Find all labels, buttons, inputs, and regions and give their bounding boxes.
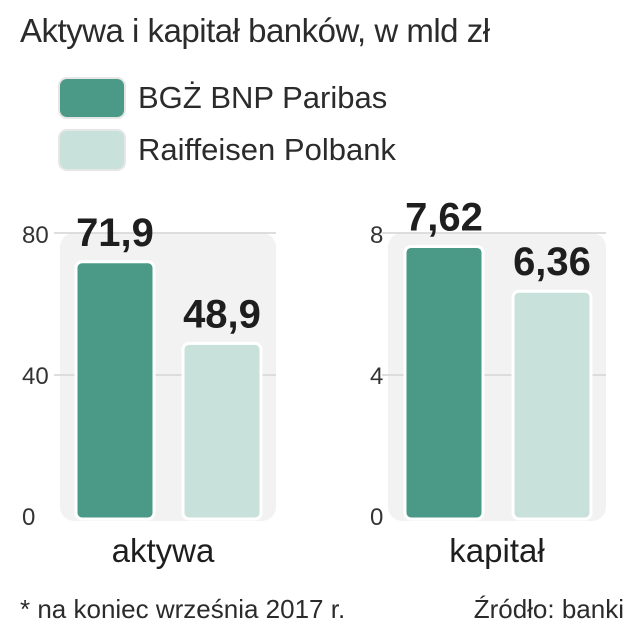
data-label: 71,9 xyxy=(76,211,154,255)
y-tick-label: 0 xyxy=(370,504,383,531)
x-axis-label: aktywa xyxy=(112,532,215,569)
legend-item-bgz-bnp-paribas: BGŻ BNP Paribas xyxy=(60,76,387,120)
y-tick-label: 80 xyxy=(22,222,49,249)
bar-kapitał-0 xyxy=(403,244,485,521)
legend-swatch-raiffeisen-polbank xyxy=(60,131,124,169)
data-label: 7,62 xyxy=(405,195,483,239)
y-tick-label: 8 xyxy=(370,222,383,249)
source-note: Źródło: banki xyxy=(473,594,624,624)
footnote: * na koniec września 2017 r. xyxy=(20,594,346,624)
legend-label-bgz-bnp-paribas: BGŻ BNP Paribas xyxy=(138,80,388,115)
data-label: 48,9 xyxy=(183,292,261,336)
y-tick-label: 0 xyxy=(22,504,35,531)
y-tick-label: 40 xyxy=(22,363,49,390)
bar-kapitał-1 xyxy=(511,289,593,521)
y-tick-label: 4 xyxy=(370,363,383,390)
legend-label-raiffeisen-polbank: Raiffeisen Polbank xyxy=(138,132,396,167)
data-label: 6,36 xyxy=(513,240,591,284)
bar-aktywa-0 xyxy=(74,260,156,521)
chart-title: Aktywa i kapitał banków, w mld zł xyxy=(20,12,490,49)
bar-aktywa-1 xyxy=(181,341,263,521)
x-axis-label: kapitał xyxy=(449,532,545,569)
legend-item-raiffeisen-polbank: Raiffeisen Polbank xyxy=(60,128,396,172)
legend-swatch-bgz-bnp-paribas xyxy=(60,79,124,117)
